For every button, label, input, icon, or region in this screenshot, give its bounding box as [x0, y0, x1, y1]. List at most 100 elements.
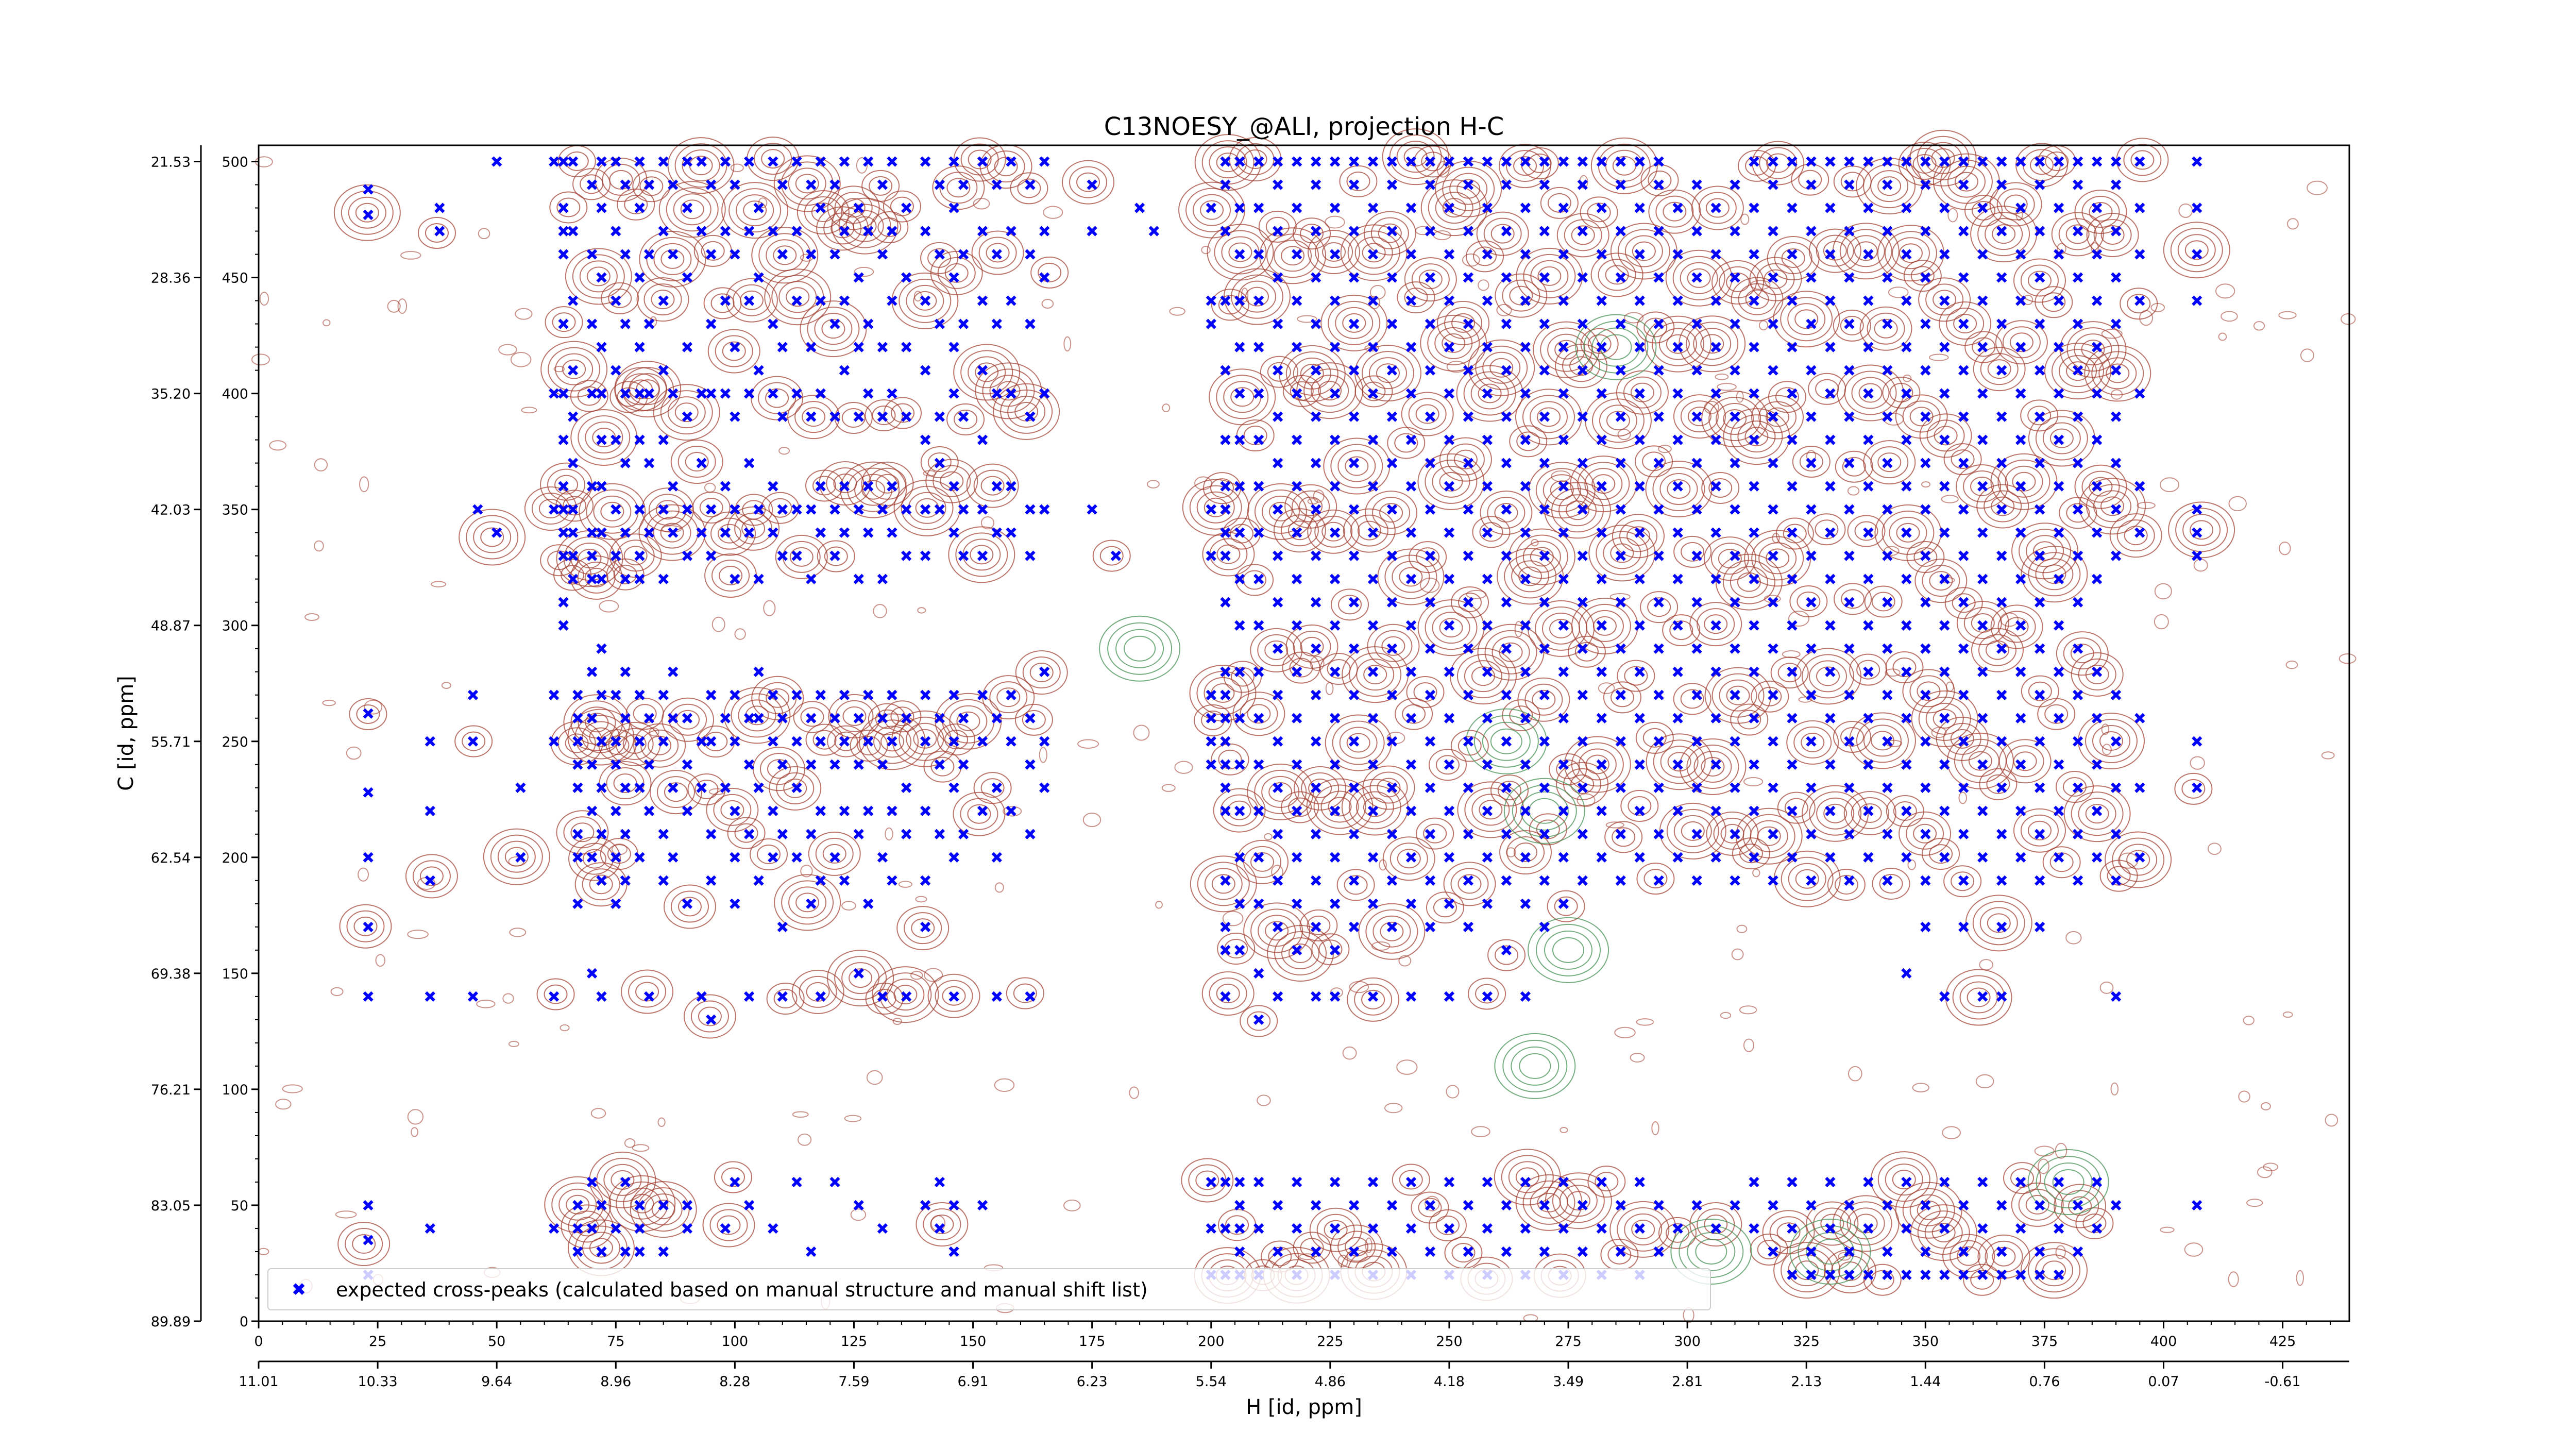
contour-ring	[557, 727, 596, 760]
y-secondary-tick-label: 76.21	[151, 1082, 191, 1098]
cross-peak-marker	[634, 203, 645, 213]
contour-ring	[937, 257, 976, 289]
contour-ring	[1954, 172, 1978, 192]
cross-peak-marker	[668, 852, 679, 863]
cross-peak-marker	[611, 1223, 621, 1234]
contour-ring	[794, 401, 833, 433]
contour-ring	[1874, 318, 1898, 339]
contour-ring	[1432, 612, 1470, 644]
contour-ring	[1571, 225, 1595, 245]
contour-ring	[1458, 874, 1482, 894]
contour-ring	[788, 886, 827, 919]
noise-contour	[734, 628, 746, 640]
contour-ring	[1479, 800, 1503, 820]
cross-peak-marker	[620, 179, 631, 190]
contour-ring	[728, 188, 782, 233]
noise-contour	[2287, 218, 2299, 230]
contour-ring	[1468, 339, 1535, 396]
x-secondary-tick-label: 1.44	[1910, 1374, 1941, 1390]
cross-peak-marker	[768, 736, 778, 747]
contour-ring	[352, 1234, 376, 1254]
contour-ring	[1281, 246, 1305, 266]
cross-peak-marker	[363, 708, 374, 719]
contour-ring	[1616, 370, 1669, 415]
contour-ring	[1758, 542, 1797, 575]
contour-ring	[1550, 480, 1574, 500]
cross-peak-marker	[863, 736, 874, 747]
contour-ring	[1738, 283, 1776, 315]
contour-ring	[1877, 176, 1902, 196]
y-secondary-tick-label: 48.87	[151, 618, 191, 634]
cross-peak-marker	[829, 504, 840, 515]
x-secondary-tick-label: -0.61	[2265, 1374, 2301, 1390]
contour-ring	[2123, 144, 2162, 176]
y-secondary-tick-label: 62.54	[151, 850, 191, 866]
contour-ring	[986, 243, 1010, 263]
contour-ring	[630, 1181, 697, 1238]
contour-ring	[1640, 591, 1679, 624]
cross-peak-marker	[806, 342, 817, 352]
contour-ring	[1268, 1246, 1292, 1267]
contour-ring	[1338, 595, 1362, 615]
contour-ring	[948, 526, 1015, 583]
contour-ring	[2013, 258, 2066, 303]
contour-ring	[1214, 230, 1267, 275]
contour-ring	[1442, 333, 1466, 353]
contour-ring	[812, 476, 837, 496]
contour-ring	[1892, 658, 1917, 678]
noise-contour	[1478, 279, 1489, 291]
contour-ring	[2006, 745, 2044, 778]
contour-ring	[663, 884, 716, 929]
contour-ring	[1973, 347, 2026, 392]
noise-contour	[730, 163, 744, 172]
contour-ring	[1451, 586, 1489, 619]
contour-ring	[1418, 269, 1443, 290]
contour-ring	[817, 540, 855, 572]
contour-ring	[1933, 290, 1957, 310]
contour-ring	[2081, 470, 2120, 503]
contour-ring	[1809, 791, 1862, 836]
contour-ring	[635, 982, 659, 1002]
contour-ring	[1218, 749, 1242, 769]
noise-contour	[335, 1210, 357, 1219]
cross-peak-marker	[829, 318, 840, 329]
contour-ring	[1556, 213, 1609, 258]
noise-contour	[411, 1127, 419, 1137]
contour-ring	[1238, 280, 1276, 313]
noise-contour	[1772, 533, 1780, 543]
cross-peak-markers	[363, 156, 2202, 1280]
contour-ring	[1468, 978, 1506, 1010]
contour-ring	[2052, 349, 2105, 394]
y-tick-label: 150	[222, 966, 248, 982]
noise-contour	[1161, 784, 1176, 792]
contour-ring	[1446, 443, 1485, 476]
contour-ring	[1356, 659, 1395, 691]
contour-ring	[1840, 315, 1864, 335]
contour-ring	[1910, 266, 1935, 286]
noise-contour	[2228, 1271, 2239, 1287]
noise-contour	[1758, 320, 1769, 331]
contour-ring	[1377, 778, 1401, 798]
noise-contour	[2300, 348, 2314, 362]
cross-peak-marker	[558, 388, 569, 399]
cross-peak-marker	[815, 156, 826, 167]
cross-peak-marker	[567, 550, 579, 561]
cross-peak-marker	[634, 1223, 645, 1234]
contour-ring	[603, 1164, 642, 1196]
contour-ring	[857, 736, 881, 756]
contour-ring	[1879, 873, 1903, 894]
contour-ring	[2019, 529, 2072, 574]
noise-contour	[980, 516, 995, 530]
cross-peak-marker	[863, 156, 874, 167]
cross-peak-marker	[706, 504, 717, 515]
noise-contour	[2321, 751, 2335, 760]
contour-ring	[788, 167, 826, 200]
cross-peak-marker	[586, 759, 598, 770]
contour-ring	[815, 837, 854, 870]
contour-ring	[497, 840, 536, 873]
contour-ring	[1404, 288, 1428, 308]
contour-ring	[751, 227, 819, 284]
cross-peak-marker	[829, 852, 840, 863]
contour-ring	[1801, 654, 1854, 699]
contour-ring	[1092, 540, 1131, 572]
